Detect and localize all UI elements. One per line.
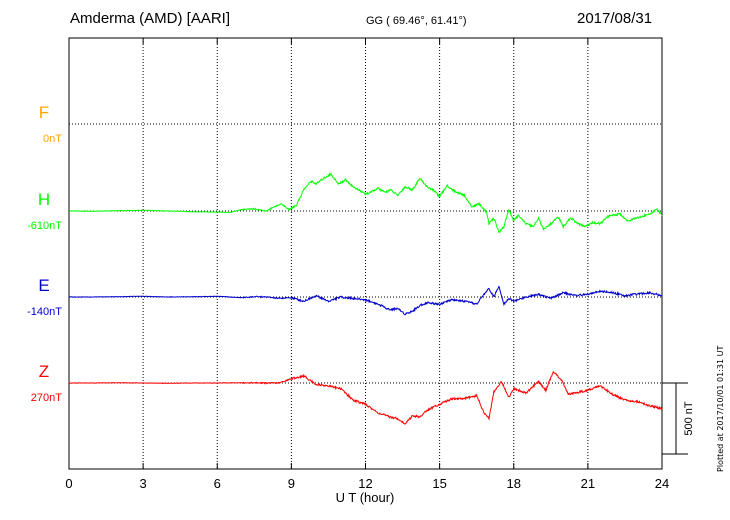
x-tick-label: 18 xyxy=(507,476,521,491)
series-line-E xyxy=(68,285,663,316)
scale-bar: 500 nT xyxy=(662,382,695,455)
scale-bar-label: 500 nT xyxy=(683,401,695,436)
series-baseline-F: 0nT xyxy=(43,133,62,145)
plotted-at-note: Plotted at 2017/10/01 01:31 UT xyxy=(716,345,725,472)
series-line-Z xyxy=(68,370,663,425)
series-line-H xyxy=(69,172,663,233)
plot-date: 2017/08/31 xyxy=(577,10,653,27)
series-name-F: F xyxy=(39,103,49,122)
x-tick-label: 6 xyxy=(214,476,221,491)
series-name-Z: Z xyxy=(39,362,49,381)
x-tick-label: 24 xyxy=(655,476,669,491)
baseline-labels: F 0nT H -610nT E -140nT Z 270nT xyxy=(27,103,62,404)
series-baseline-H: -610nT xyxy=(27,220,62,232)
x-tick-label: 12 xyxy=(358,476,372,491)
x-axis-ticks: 0 3 6 9 12 15 18 21 24 xyxy=(65,38,669,491)
x-tick-label: 0 xyxy=(65,476,72,491)
geographic-coordinates: GG ( 69.46°, 61.41°) xyxy=(366,15,467,27)
series-name-E: E xyxy=(38,276,49,295)
series-name-H: H xyxy=(38,190,50,209)
x-tick-label: 21 xyxy=(581,476,595,491)
series-traces xyxy=(68,172,663,425)
x-tick-label: 15 xyxy=(432,476,446,491)
series-baseline-E: -140nT xyxy=(27,306,62,318)
x-tick-label: 3 xyxy=(140,476,147,491)
x-axis-label: U T (hour) xyxy=(336,490,395,505)
x-tick-label: 9 xyxy=(288,476,295,491)
station-title: Amderma (AMD) [AARI] xyxy=(70,10,231,27)
series-baseline-Z: 270nT xyxy=(31,392,62,404)
